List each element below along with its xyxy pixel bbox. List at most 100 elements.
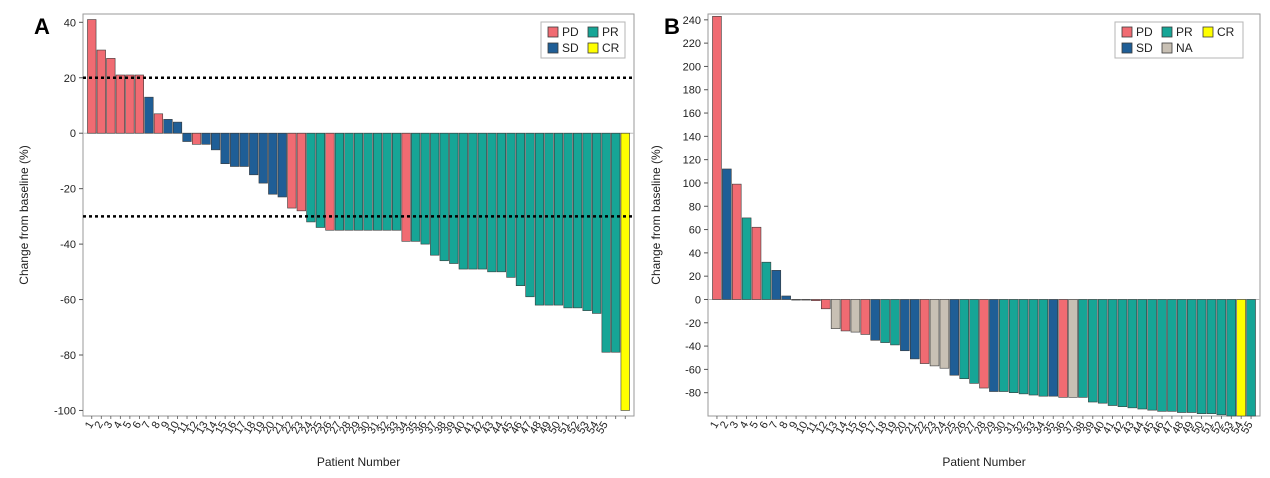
x-tick-label: 7	[140, 420, 153, 431]
y-tick-label: 140	[683, 131, 701, 143]
bar-pr	[544, 132, 554, 306]
y-tick-label: -60	[685, 364, 701, 376]
x-tick-label: 16	[853, 420, 870, 437]
x-tick-label: 31	[1002, 420, 1019, 437]
y-tick-label: 0	[695, 294, 701, 306]
x-tick-label: 50	[547, 420, 564, 437]
x-tick-label: 21	[270, 420, 287, 437]
x-tick-label: 42	[470, 420, 487, 437]
bar-pr	[890, 299, 900, 346]
x-tick-label: 20	[893, 420, 910, 437]
bar-cr	[620, 132, 630, 411]
y-tick-label: -80	[685, 388, 701, 400]
x-tick-label: 3	[102, 420, 115, 431]
x-tick-label: 24	[299, 420, 316, 437]
x-tick-label: 13	[194, 420, 211, 437]
x-tick-label: 18	[242, 420, 259, 437]
x-tick-label: 54	[1229, 420, 1246, 437]
bar-sd	[870, 299, 880, 341]
bar-pd	[87, 19, 97, 134]
x-tick-label: 25	[942, 420, 959, 437]
bar-pr	[487, 132, 497, 273]
x-tick-label: 44	[489, 420, 506, 437]
reference-lines-a	[83, 76, 634, 218]
x-tick-label: 33	[385, 420, 402, 437]
x-tick-label: 29	[982, 420, 999, 437]
panel-b: B 240 220 200 180 160 140 120 100 80 60 40 20 0 -20 -4…	[642, 0, 1270, 478]
bar-pr	[363, 132, 373, 231]
x-tick-label: 55	[1239, 420, 1256, 437]
bar-pd	[820, 299, 831, 310]
bar-pd	[287, 132, 297, 209]
x-tick-label: 6	[758, 420, 771, 431]
bar-na	[830, 299, 841, 329]
x-axis-a: 1234567891011121314151617181920212223242…	[83, 416, 626, 437]
bar-pd	[325, 132, 335, 231]
bar-pr	[741, 217, 752, 300]
legend-swatch-cr	[587, 42, 599, 54]
bar-pr	[372, 132, 383, 231]
bar-pr	[1246, 299, 1256, 417]
x-tick-label: 48	[528, 420, 545, 437]
y-tick-label: 220	[683, 38, 701, 50]
bar-pd	[801, 299, 811, 301]
x-tick-label: 5	[121, 420, 134, 431]
bar-sd	[277, 132, 287, 198]
bar-pr	[1186, 299, 1197, 413]
bar-pd	[401, 132, 411, 242]
bar-pr	[430, 132, 440, 256]
x-tick-label: 22	[280, 420, 297, 437]
bar-pr	[582, 132, 592, 311]
x-tick-label: 22	[913, 420, 930, 437]
bar-pd	[153, 113, 164, 134]
x-tick-label: 12	[185, 420, 202, 437]
bar-sd	[949, 299, 960, 376]
x-tick-label: 10	[166, 420, 183, 437]
legend-label-pd: PD	[562, 25, 579, 39]
legend-label-pr: PR	[1176, 25, 1193, 39]
x-tick-label: 26	[318, 420, 335, 437]
bar-pr	[1008, 299, 1019, 393]
bar-pr	[420, 132, 430, 245]
bar-sd	[989, 299, 999, 392]
bar-sd	[182, 132, 192, 142]
bar-pr	[1177, 299, 1187, 413]
x-tick-label: 37	[423, 420, 440, 437]
x-tick-label: 27	[962, 420, 979, 437]
x-tick-label: 45	[1140, 420, 1157, 437]
x-tick-label: 51	[556, 420, 573, 437]
x-tick-label: 17	[232, 420, 249, 437]
x-tick-label: 35	[404, 420, 421, 437]
bar-pr	[1097, 299, 1108, 404]
x-tick-label: 43	[1120, 420, 1137, 437]
legend-swatch-na	[1161, 42, 1173, 54]
legend-swatch-sd	[547, 42, 559, 54]
legend-swatch-pd	[547, 26, 559, 38]
x-tick-label: 36	[1051, 420, 1068, 437]
bar-pr	[1137, 299, 1148, 410]
bar-cr	[1236, 299, 1246, 417]
x-tick-label: 38	[432, 420, 449, 437]
bar-sd	[258, 132, 268, 184]
bar-pd	[860, 299, 871, 335]
x-tick-label: 39	[1081, 420, 1098, 437]
x-tick-label: 23	[289, 420, 306, 437]
panel-label-b: B	[664, 14, 680, 39]
x-tick-label: 50	[1190, 420, 1207, 437]
x-tick-label: 1	[708, 420, 721, 431]
x-tick-label: 28	[337, 420, 354, 437]
bar-pr	[1078, 299, 1088, 398]
bar-sd	[172, 121, 183, 134]
bar-pr	[506, 132, 516, 278]
bar-pr	[1196, 299, 1207, 414]
legend-label-pd: PD	[1136, 25, 1153, 39]
x-tick-label: 21	[903, 420, 920, 437]
x-tick-label: 15	[843, 420, 860, 437]
x-tick-label: 20	[261, 420, 278, 437]
bar-pr	[468, 132, 478, 270]
y-tick-label: 100	[683, 178, 701, 190]
x-tick-label: 16	[223, 420, 240, 437]
x-tick-label: 47	[518, 420, 535, 437]
bar-na	[929, 299, 940, 367]
x-tick-label: 10	[794, 420, 811, 437]
